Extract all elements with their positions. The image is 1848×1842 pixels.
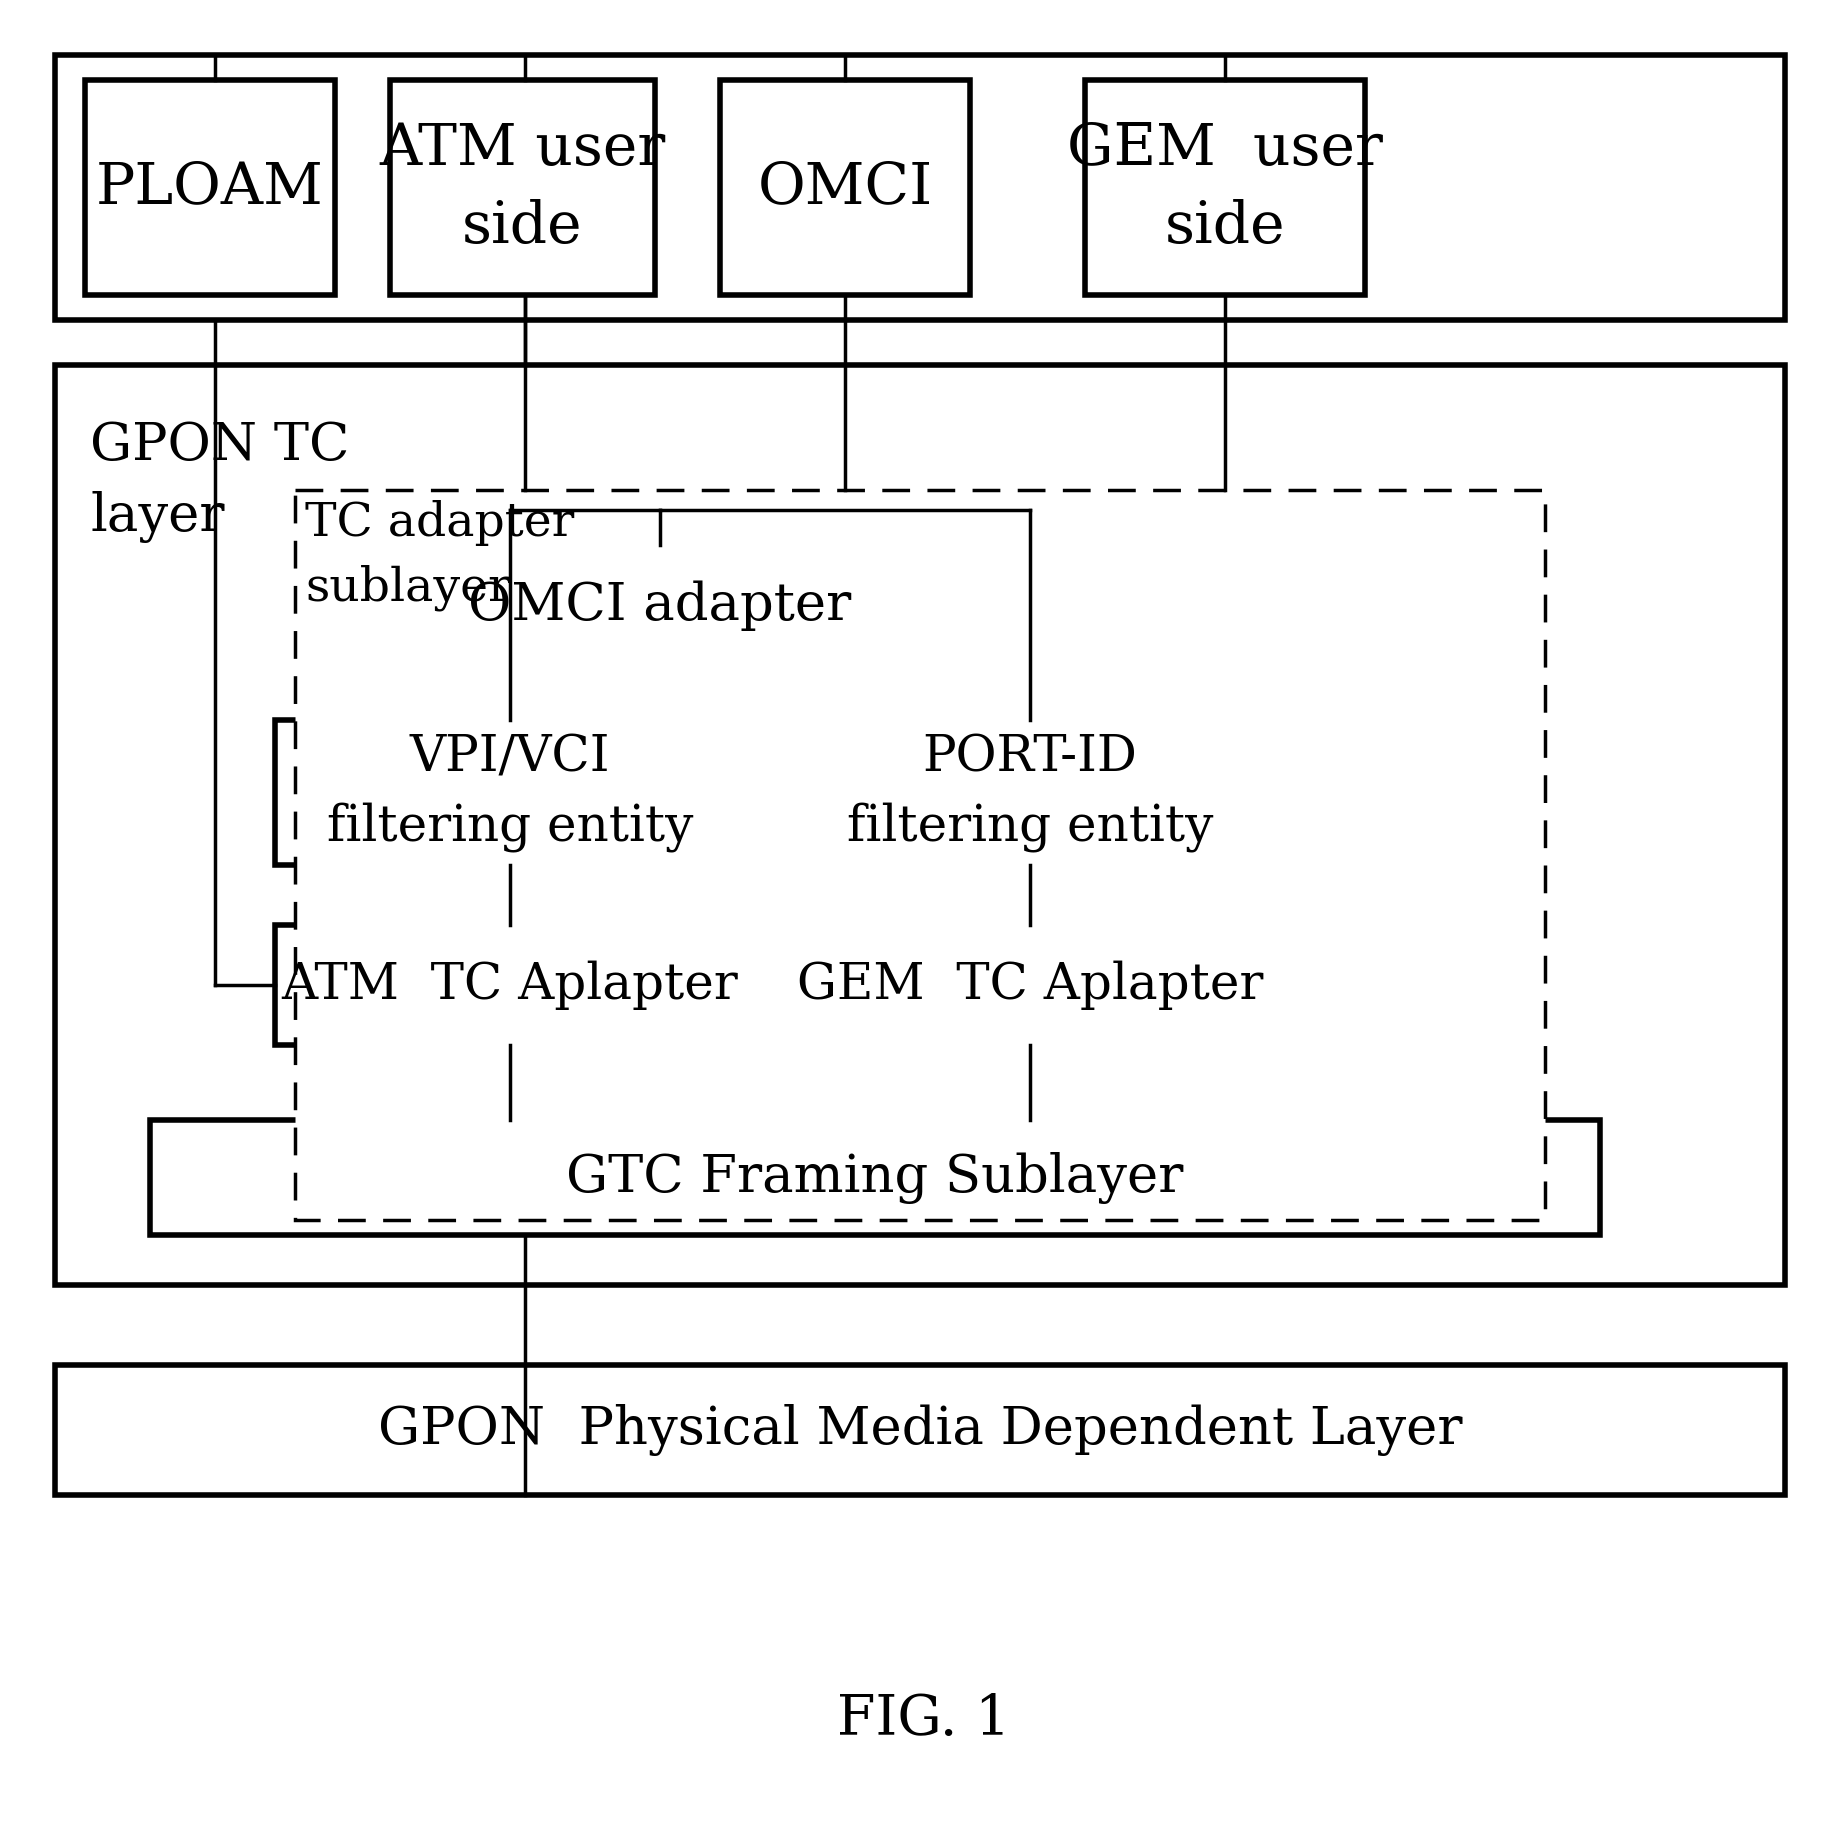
Bar	[1085, 79, 1364, 295]
Bar	[55, 365, 1783, 1286]
Bar	[296, 490, 1545, 1219]
Text: OMCI adapter: OMCI adapter	[468, 580, 852, 630]
Bar	[150, 1120, 1599, 1234]
Text: GTC Framing Sublayer: GTC Framing Sublayer	[565, 1151, 1183, 1203]
Bar	[85, 79, 334, 295]
Bar	[55, 55, 1783, 321]
Bar	[55, 1365, 1783, 1496]
Text: PORT-ID
filtering entity: PORT-ID filtering entity	[846, 733, 1212, 851]
Text: TC adapter
sublayer: TC adapter sublayer	[305, 499, 575, 610]
Bar	[795, 925, 1264, 1044]
Text: GPON  Physical Media Dependent Layer: GPON Physical Media Dependent Layer	[377, 1404, 1462, 1455]
Text: GEM  user
side: GEM user side	[1066, 120, 1382, 254]
Text: GEM  TC Aplapter: GEM TC Aplapter	[796, 960, 1262, 1009]
Bar	[275, 720, 745, 866]
Text: ATM  TC Aplapter: ATM TC Aplapter	[281, 960, 737, 1009]
Text: PLOAM: PLOAM	[96, 160, 323, 216]
Bar	[275, 925, 745, 1044]
Bar	[719, 79, 970, 295]
Bar	[390, 79, 654, 295]
Text: OMCI: OMCI	[758, 160, 931, 216]
Bar	[795, 720, 1264, 866]
Text: GPON TC
layer: GPON TC layer	[91, 420, 349, 543]
Bar	[395, 545, 924, 665]
Text: ATM user
side: ATM user side	[379, 120, 665, 254]
Text: VPI/VCI
filtering entity: VPI/VCI filtering entity	[327, 733, 693, 851]
Text: FIG. 1: FIG. 1	[837, 1693, 1011, 1748]
